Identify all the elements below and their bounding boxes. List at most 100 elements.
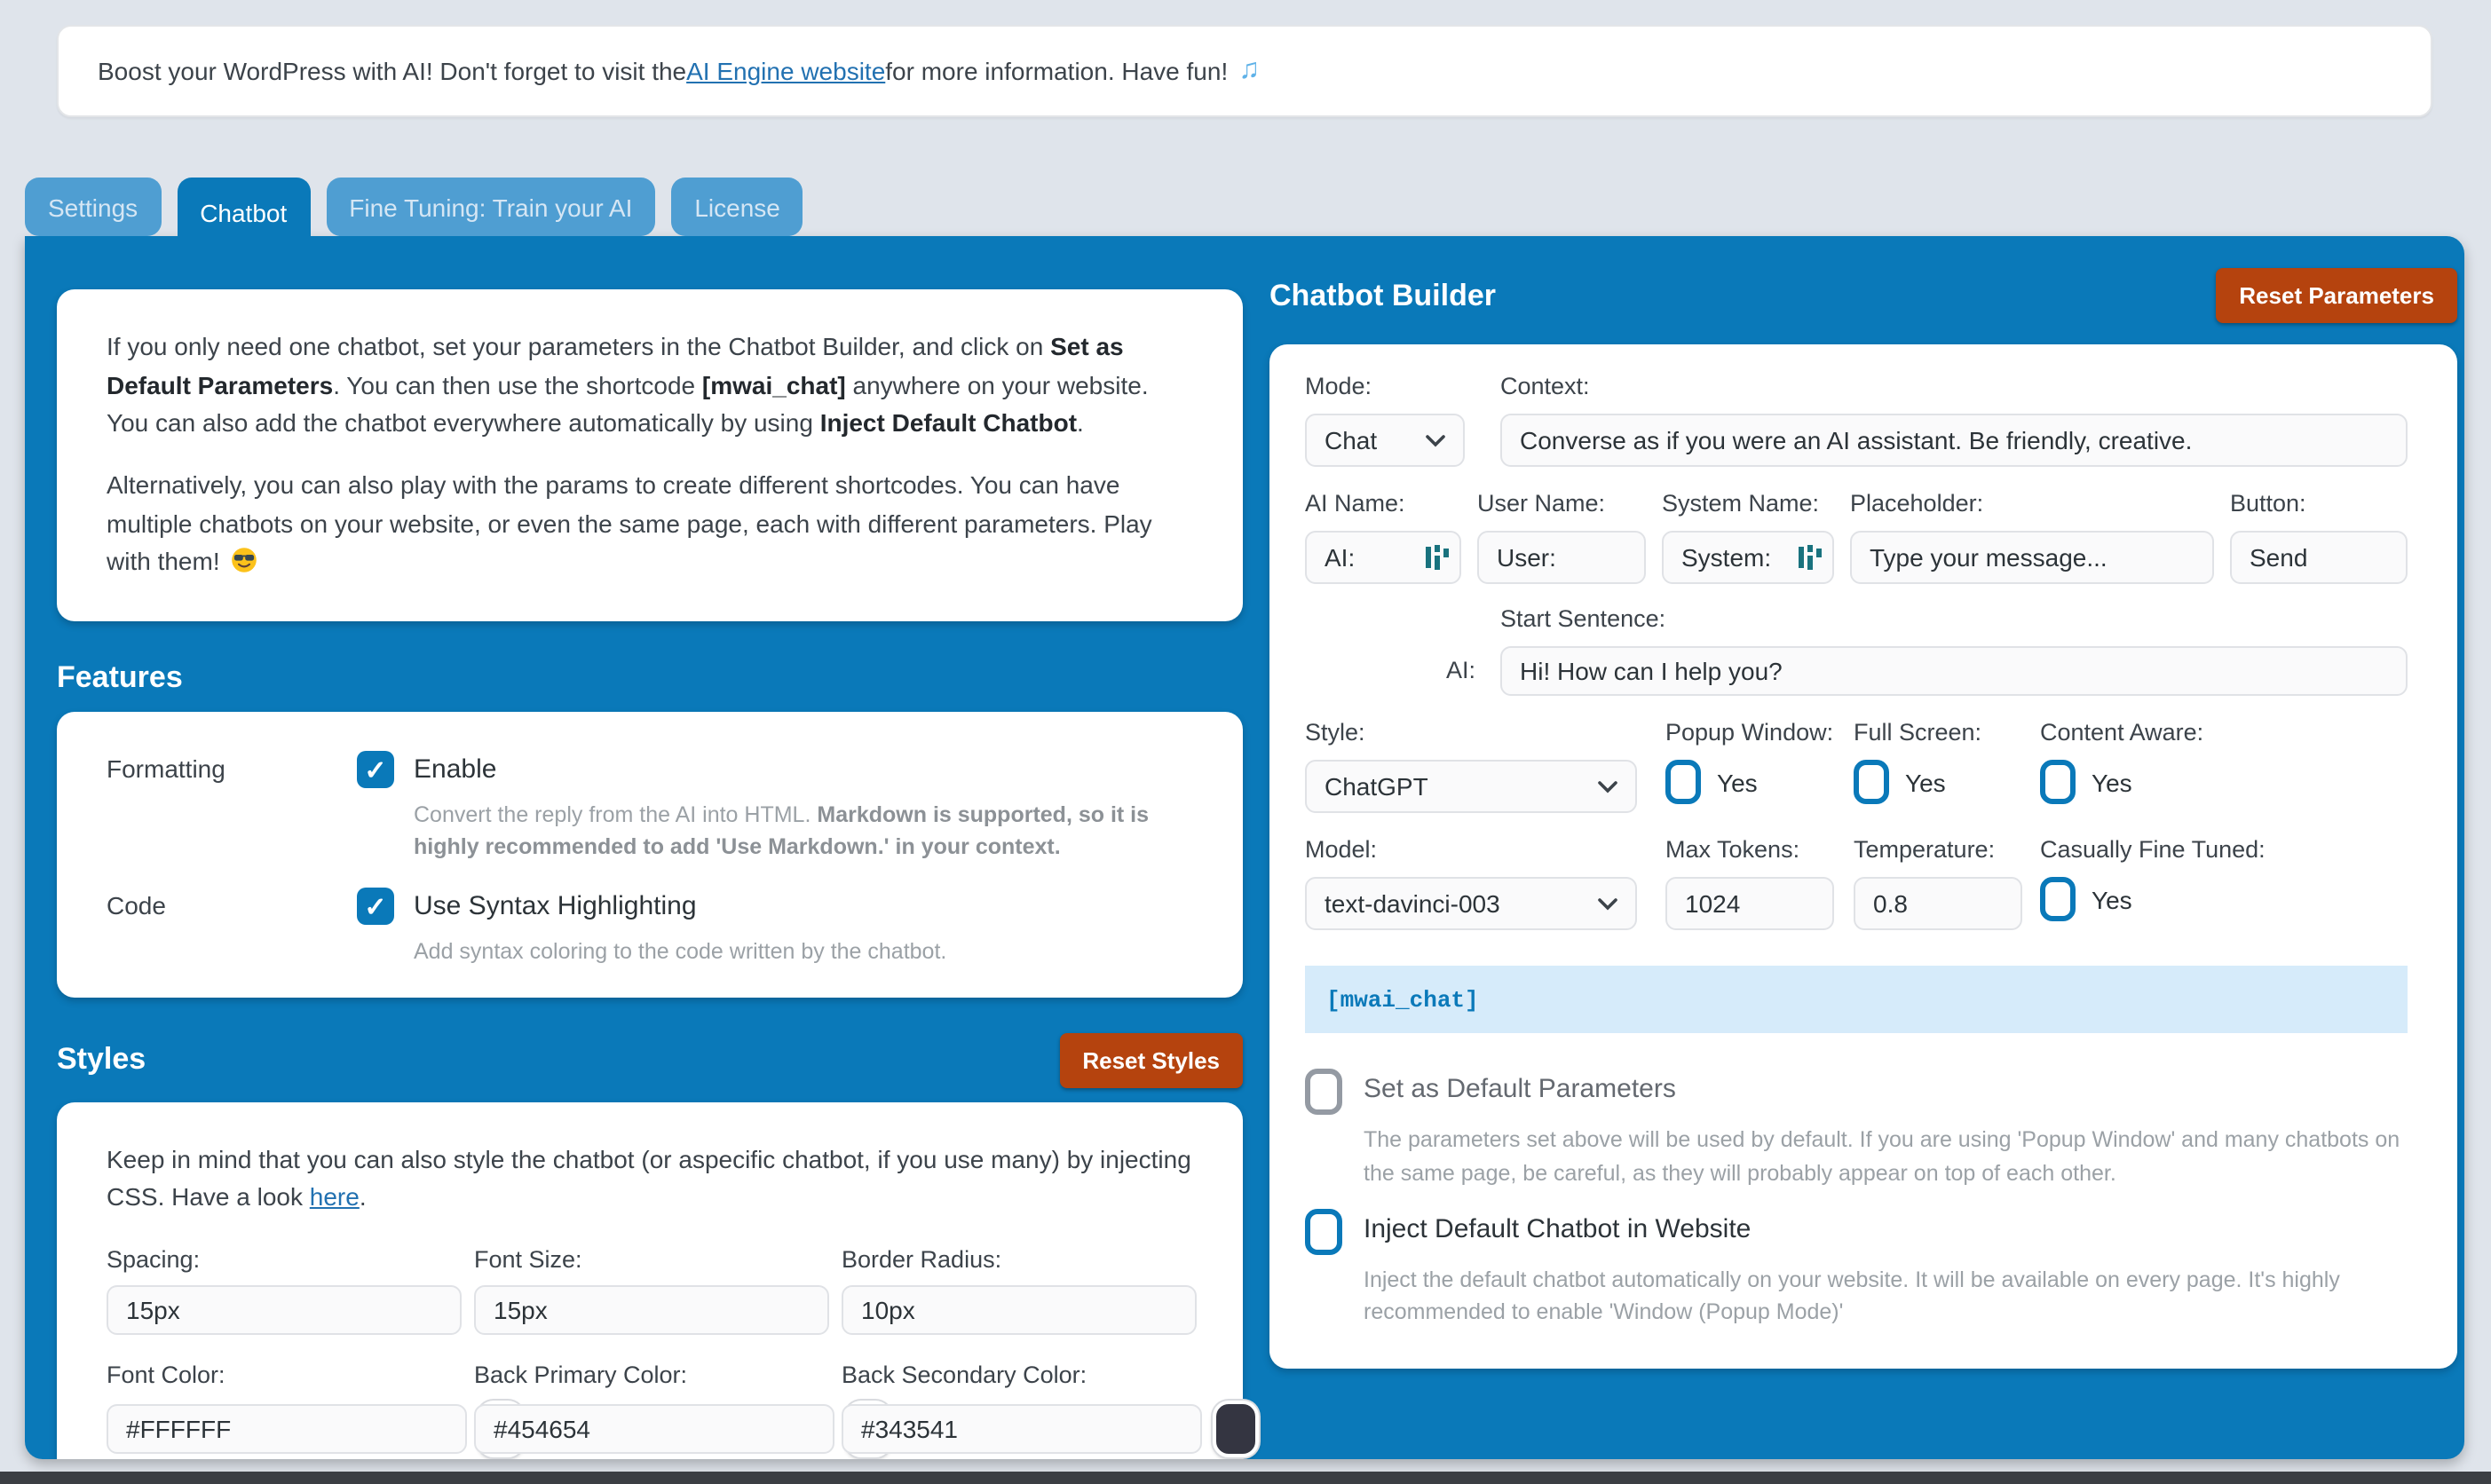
full-screen-field: Full Screen: Yes bbox=[1854, 719, 2040, 813]
left-column: If you only need one chatbot, set your p… bbox=[57, 289, 1259, 1459]
formatting-enable-checkbox[interactable]: ✓ bbox=[357, 751, 394, 789]
styles-note-text: Keep in mind that you can also style the… bbox=[107, 1144, 1191, 1210]
fine-tuned-yes-label: Yes bbox=[2092, 885, 2132, 913]
main-panel: If you only need one chatbot, set your p… bbox=[25, 236, 2464, 1459]
popup-window-yes-label: Yes bbox=[1717, 768, 1758, 796]
font-size-input[interactable] bbox=[474, 1284, 829, 1334]
intro-p2-text: Alternatively, you can also play with th… bbox=[107, 470, 1152, 576]
user-name-input[interactable] bbox=[1477, 531, 1646, 584]
temperature-input[interactable] bbox=[1854, 877, 2022, 930]
full-screen-check-line: Yes bbox=[1854, 760, 2040, 804]
start-sentence-label: Start Sentence: bbox=[1500, 605, 1666, 632]
style-value: ChatGPT bbox=[1325, 772, 1428, 801]
full-screen-checkbox[interactable] bbox=[1854, 760, 1889, 804]
user-name-label: User Name: bbox=[1477, 490, 1606, 517]
back-secondary-color-line bbox=[842, 1400, 1259, 1456]
inject-row: Inject Default Chatbot in Website Inject… bbox=[1305, 1208, 2408, 1330]
system-name-input[interactable] bbox=[1662, 531, 1834, 584]
popup-window-check-line: Yes bbox=[1665, 760, 1854, 804]
placeholder-input[interactable] bbox=[1850, 531, 2214, 584]
border-radius-input[interactable] bbox=[842, 1284, 1197, 1334]
styles-row-2: Font Color: Back Primary Color: bbox=[107, 1361, 1259, 1456]
fine-tuned-check-line: Yes bbox=[2040, 877, 2408, 921]
reset-styles-button[interactable]: Reset Styles bbox=[1059, 1032, 1243, 1087]
context-label: Context: bbox=[1500, 373, 1590, 399]
context-input[interactable] bbox=[1500, 414, 2408, 467]
css-here-link[interactable]: here bbox=[309, 1181, 360, 1210]
tab-bar: Settings Chatbot Fine Tuning: Train your… bbox=[25, 178, 803, 249]
set-default-checkbox[interactable] bbox=[1305, 1069, 1342, 1115]
full-screen-yes-label: Yes bbox=[1905, 768, 1946, 796]
back-secondary-color-label: Back Secondary Color: bbox=[842, 1361, 1087, 1387]
intro-paragraph-2: Alternatively, you can also play with th… bbox=[107, 467, 1193, 582]
max-tokens-label: Max Tokens: bbox=[1665, 836, 1800, 863]
builder-header: Chatbot Builder Reset Parameters bbox=[1269, 268, 2457, 323]
spacing-label: Spacing: bbox=[107, 1245, 201, 1272]
tab-fine-tuning[interactable]: Fine Tuning: Train your AI bbox=[326, 178, 656, 236]
tab-chatbot[interactable]: Chatbot bbox=[177, 178, 311, 249]
mode-select[interactable]: Chat bbox=[1305, 414, 1465, 467]
features-section-title: Features bbox=[57, 660, 183, 695]
code-label: Code bbox=[107, 891, 166, 920]
builder-card: Mode: Chat Context: AI Name: bbox=[1269, 344, 2457, 1369]
inject-label: Inject Default Chatbot in Website bbox=[1364, 1213, 1752, 1243]
style-row: Style: ChatGPT Popup Window: Yes bbox=[1305, 719, 2408, 813]
syntax-highlighting-checkbox[interactable]: ✓ bbox=[357, 888, 394, 926]
inject-line: Inject Default Chatbot in Website bbox=[1305, 1208, 2408, 1254]
placeholder-field: Placeholder: bbox=[1850, 490, 2214, 584]
styles-card: Keep in mind that you can also style the… bbox=[57, 1101, 1259, 1459]
inject-checkbox[interactable] bbox=[1305, 1208, 1342, 1254]
formatting-description: Convert the reply from the AI into HTML.… bbox=[414, 799, 1193, 864]
system-name-label: System Name: bbox=[1662, 490, 1820, 517]
user-name-field: User Name: bbox=[1477, 490, 1646, 584]
code-main: ✓ Use Syntax Highlighting Add syntax col… bbox=[357, 888, 1193, 968]
back-secondary-color-swatch[interactable] bbox=[1213, 1400, 1259, 1456]
send-button-input[interactable] bbox=[2230, 531, 2408, 584]
tab-license[interactable]: License bbox=[671, 178, 803, 236]
start-sentence-field: Start Sentence: bbox=[1500, 605, 2408, 696]
intro-p1-text: . You can then use the shortcode bbox=[333, 370, 702, 399]
back-primary-color-input[interactable] bbox=[474, 1403, 834, 1453]
styles-section-header: Styles Reset Styles bbox=[57, 1032, 1243, 1087]
model-select[interactable]: text-davinci-003 bbox=[1305, 877, 1637, 930]
system-name-wrap bbox=[1662, 531, 1834, 584]
reset-parameters-button[interactable]: Reset Parameters bbox=[2216, 268, 2457, 323]
music-note-icon: ♫ bbox=[1238, 55, 1261, 85]
max-tokens-input[interactable] bbox=[1665, 877, 1834, 930]
intro-p1-bold-1: Set as Default Parameters bbox=[107, 332, 1124, 399]
style-field: Style: ChatGPT bbox=[1305, 719, 1665, 813]
ai-name-wrap bbox=[1305, 531, 1461, 584]
shortcode-block: [mwai_chat] bbox=[1305, 966, 2408, 1033]
content-aware-checkbox[interactable] bbox=[2040, 760, 2076, 804]
intro-p1-text: anywhere on your website. You can also a… bbox=[107, 370, 1149, 438]
chevron-down-icon bbox=[1426, 434, 1445, 446]
spacing-input[interactable] bbox=[107, 1284, 462, 1334]
check-icon: ✓ bbox=[364, 755, 387, 786]
code-desc-text: Add syntax coloring to the code written … bbox=[414, 939, 947, 965]
formatting-check-line: ✓ Enable bbox=[357, 751, 1193, 789]
model-label: Model: bbox=[1305, 836, 1378, 863]
start-sentence-input[interactable] bbox=[1500, 646, 2408, 696]
sunglasses-emoji-icon bbox=[231, 549, 257, 573]
tab-settings[interactable]: Settings bbox=[25, 178, 162, 236]
back-primary-color-line bbox=[474, 1400, 891, 1456]
model-field: Model: text-davinci-003 bbox=[1305, 836, 1665, 930]
notice-bar: Boost your WordPress with AI! Don't forg… bbox=[57, 25, 2432, 117]
ai-engine-website-link[interactable]: AI Engine website bbox=[686, 57, 886, 85]
fine-tuned-checkbox[interactable] bbox=[2040, 877, 2076, 921]
intro-card: If you only need one chatbot, set your p… bbox=[57, 289, 1243, 622]
spacing-field: Spacing: bbox=[107, 1245, 462, 1334]
back-secondary-color-field: Back Secondary Color: bbox=[842, 1361, 1259, 1456]
back-primary-color-label: Back Primary Color: bbox=[474, 1361, 688, 1387]
popup-window-checkbox[interactable] bbox=[1665, 760, 1701, 804]
code-row: Code ✓ Use Syntax Highlighting Add synta… bbox=[107, 888, 1193, 968]
placeholder-label: Placeholder: bbox=[1850, 490, 1984, 517]
back-secondary-color-input[interactable] bbox=[842, 1403, 1202, 1453]
fine-tuned-field: Casually Fine Tuned: Yes bbox=[2040, 836, 2408, 930]
mode-value: Chat bbox=[1325, 426, 1378, 454]
style-select[interactable]: ChatGPT bbox=[1305, 760, 1637, 813]
start-sentence-ai-label: AI: bbox=[1445, 657, 1475, 683]
content-aware-label: Content Aware: bbox=[2040, 719, 2204, 746]
font-color-input[interactable] bbox=[107, 1403, 467, 1453]
